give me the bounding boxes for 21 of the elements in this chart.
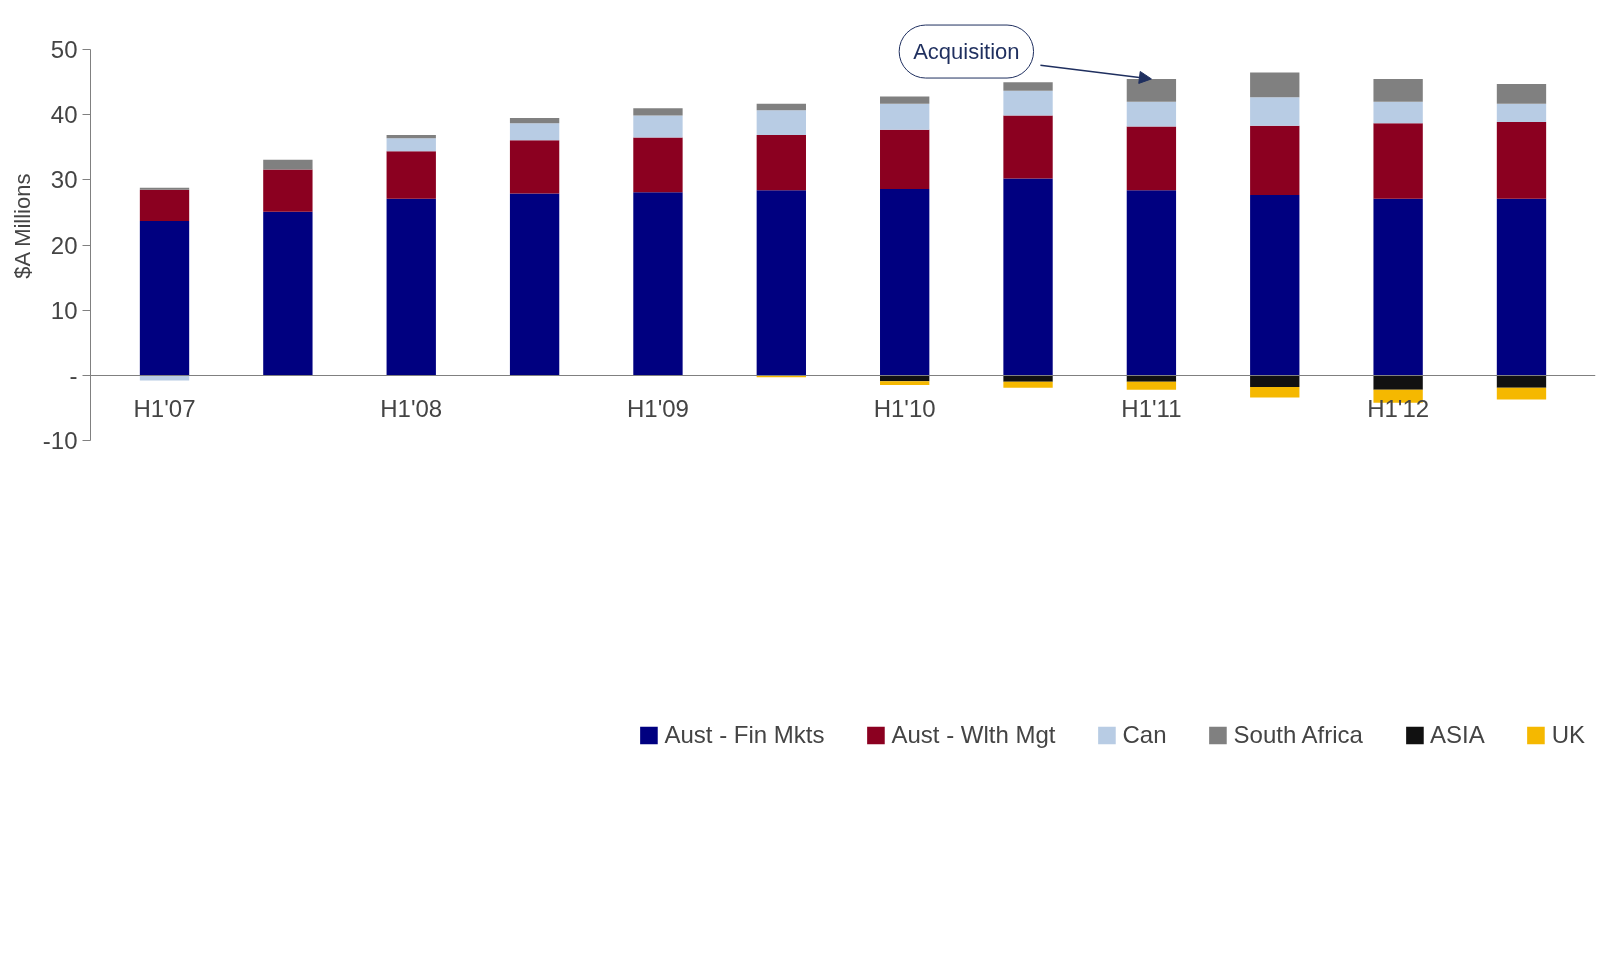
y-tick-label: 20 <box>50 231 78 259</box>
y-axis-title: $A Millions <box>9 173 35 279</box>
x-tick-label: H1'07 <box>133 395 196 423</box>
y-tick-label: -10 <box>42 427 78 454</box>
x-tick-label: H1'10 <box>873 395 936 423</box>
annotation: Acquisition <box>913 39 1020 65</box>
y-tick-label: 30 <box>50 166 78 194</box>
legend-label: UK <box>1551 721 1585 749</box>
y-tick-label: 40 <box>50 101 78 129</box>
legend-label: Aust - Fin Mkts <box>664 721 825 749</box>
legend-label: Aust - Wlth Mgt <box>891 721 1056 749</box>
y-tick-label: 10 <box>50 296 78 324</box>
legend-label: Can <box>1122 721 1167 749</box>
x-tick-label: H1'12 <box>1367 395 1430 423</box>
legend-label: ASIA <box>1429 721 1485 749</box>
x-tick-label: H1'08 <box>380 395 443 423</box>
x-tick-label: H1'11 <box>1121 395 1182 423</box>
legend-label: South Africa <box>1233 721 1363 749</box>
y-tick-label: 50 <box>50 36 78 64</box>
y-tick-label: - <box>69 361 78 389</box>
x-tick-label: H1'09 <box>626 395 689 423</box>
